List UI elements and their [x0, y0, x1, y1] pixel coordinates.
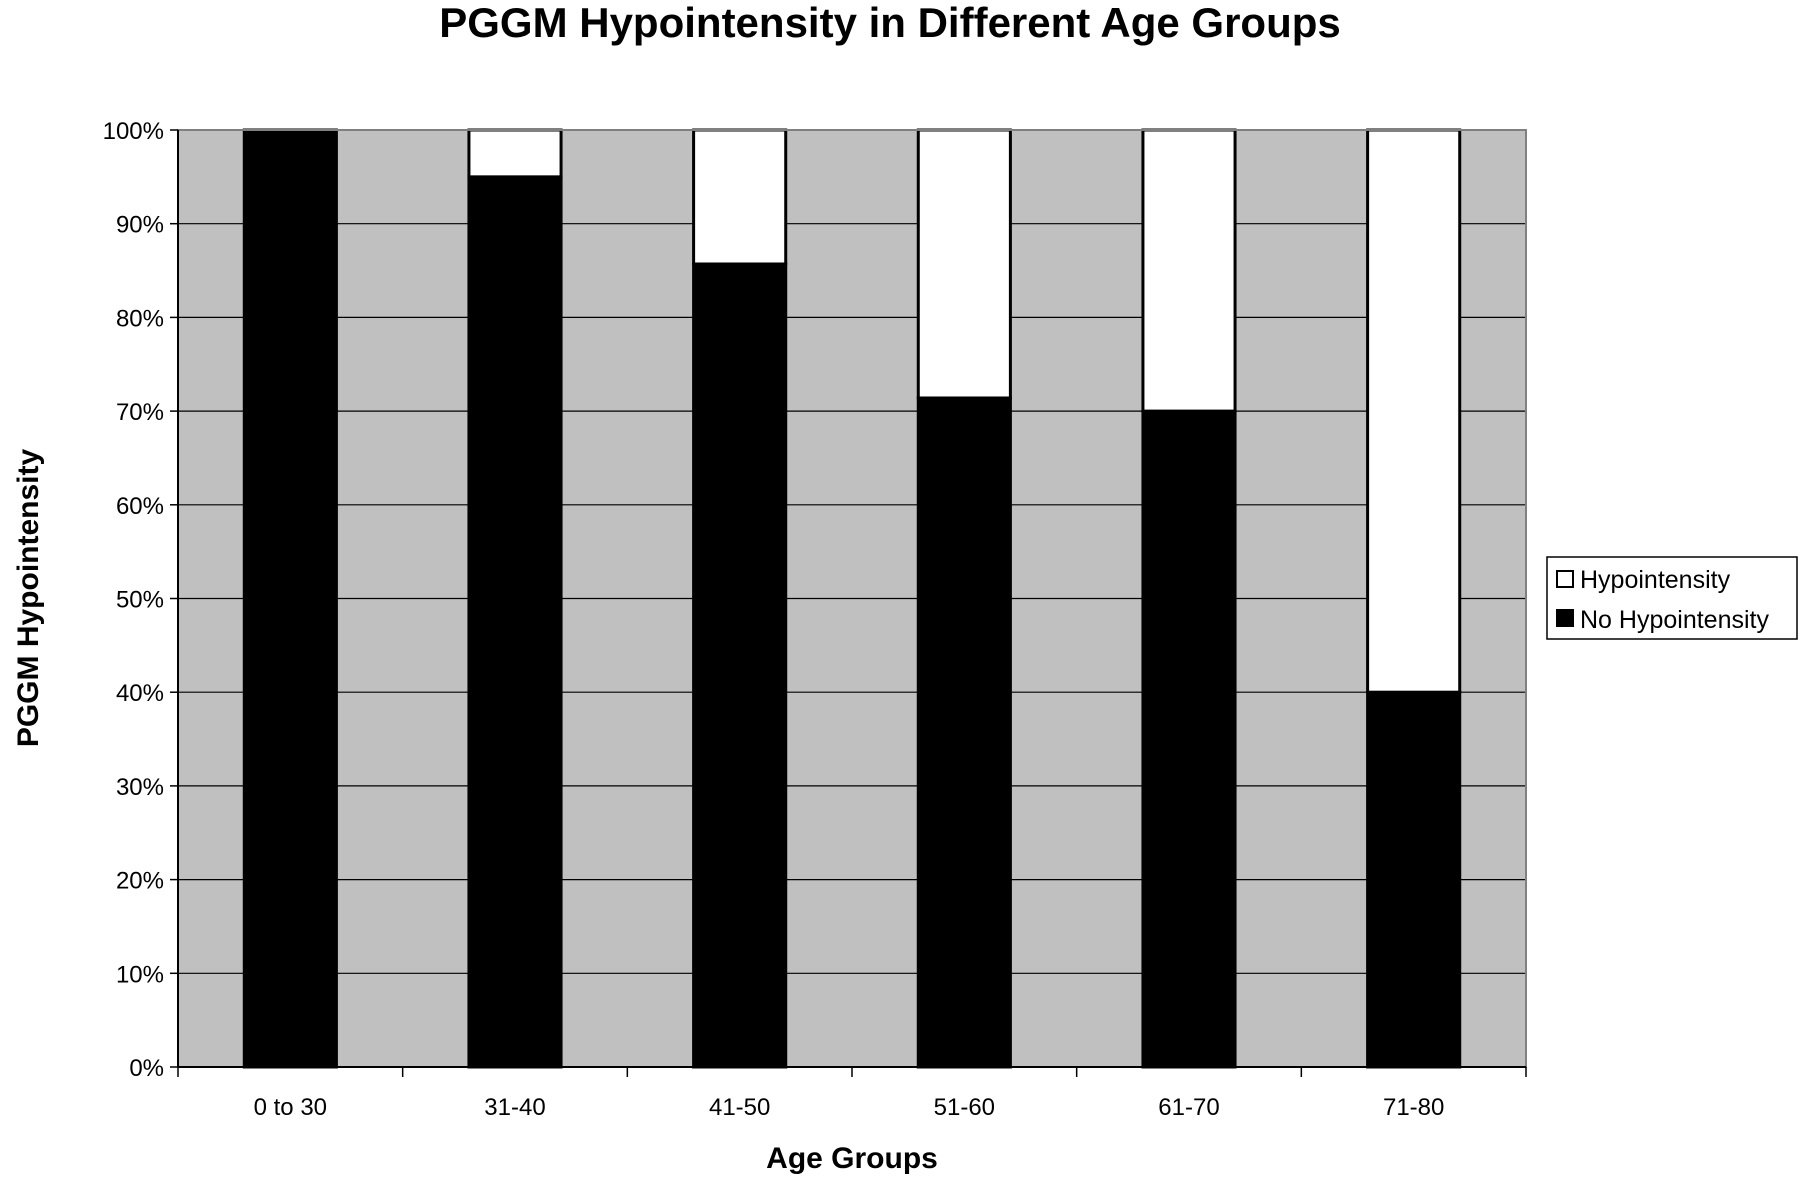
- y-tick-label: 60%: [116, 493, 164, 520]
- y-tick-label: 0%: [129, 1055, 164, 1082]
- chart-title: PGGM Hypointensity in Different Age Grou…: [439, 0, 1341, 46]
- bar-hypointensity: [1141, 128, 1237, 413]
- x-tick-label: 41-50: [709, 1094, 770, 1121]
- legend-label-no-hypointensity: No Hypointensity: [1580, 606, 1769, 634]
- y-tick-label: 70%: [116, 399, 164, 426]
- bar-hypointensity: [467, 128, 563, 179]
- x-axis: 0 to 30 31-40 41-50 51-60 61-70 71-80: [177, 1066, 1527, 1121]
- y-axis: 0% 10% 20% 30% 40% 50% 60% 70% 80% 90% 100%: [103, 118, 179, 1082]
- x-tick-label: 31-40: [484, 1094, 545, 1121]
- bar-hypointensity: [692, 128, 788, 266]
- y-tick-label: 30%: [116, 774, 164, 801]
- bar-no-hypointensity: [1366, 690, 1462, 1069]
- bar-no-hypointensity: [467, 175, 563, 1069]
- x-tick-label: 0 to 30: [254, 1094, 327, 1121]
- x-tick-label: 71-80: [1383, 1094, 1444, 1121]
- bars: [242, 128, 1462, 1069]
- x-tick-label: 61-70: [1158, 1094, 1219, 1121]
- bar-no-hypointensity: [916, 396, 1012, 1069]
- bar-no-hypointensity: [692, 262, 788, 1069]
- y-tick-label: 10%: [116, 961, 164, 988]
- x-tick-label: 51-60: [934, 1094, 995, 1121]
- y-tick-label: 40%: [116, 680, 164, 707]
- y-tick-label: 100%: [103, 118, 164, 145]
- legend-box: [1546, 556, 1798, 640]
- legend: Hypointensity No Hypointensity: [1546, 556, 1798, 640]
- legend-swatch-hypointensity: [1556, 570, 1574, 588]
- bar-no-hypointensity: [242, 128, 338, 1069]
- x-axis-title: Age Groups: [766, 1142, 938, 1175]
- gridlines: [178, 223, 1526, 974]
- y-tick-label: 80%: [116, 305, 164, 332]
- y-axis-title: PGGM Hypointensity: [12, 449, 45, 748]
- bar-hypointensity: [916, 128, 1012, 400]
- y-tick-label: 20%: [116, 868, 164, 895]
- legend-label-hypointensity: Hypointensity: [1580, 566, 1731, 594]
- y-tick-label: 50%: [116, 587, 164, 614]
- legend-swatch-no-hypointensity: [1556, 609, 1574, 627]
- y-tick-label: 90%: [116, 212, 164, 239]
- bar-no-hypointensity: [1141, 409, 1237, 1069]
- bar-hypointensity: [1366, 128, 1462, 694]
